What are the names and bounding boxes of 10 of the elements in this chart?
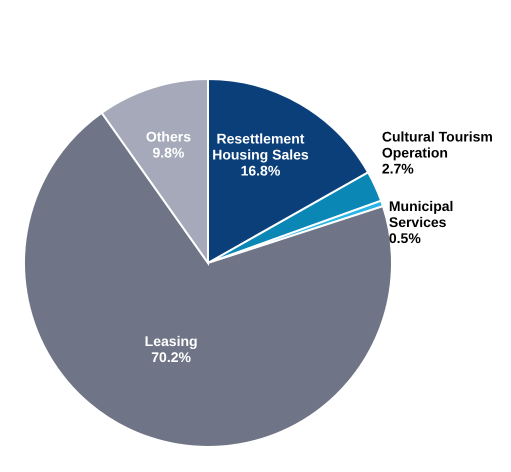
data-label: 0.5%: [388, 230, 422, 246]
slice-label: Cultural Tourism Operation: [382, 128, 493, 161]
data-label: 70.2%: [151, 349, 192, 366]
data-label: 2.7%: [382, 160, 414, 177]
slice-label: Others: [146, 128, 192, 144]
data-label: 16.8%: [240, 162, 281, 178]
slice-label: Leasing: [144, 333, 198, 350]
data-label: 9.8%: [152, 144, 185, 160]
slice-label: Municipal Services: [388, 198, 454, 230]
slice-label: Resettlement Housing Sales: [212, 130, 309, 162]
